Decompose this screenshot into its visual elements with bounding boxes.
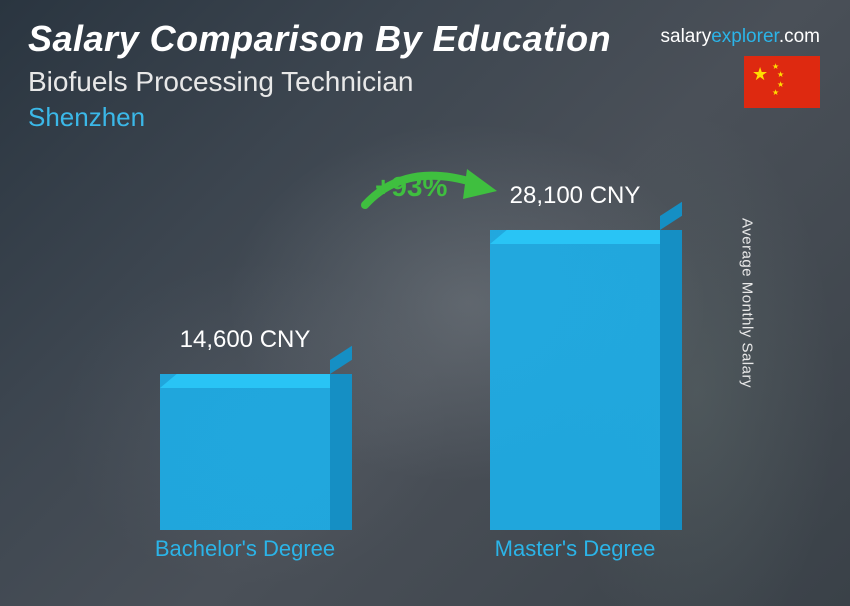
bar-top — [490, 230, 677, 244]
bar-side — [330, 374, 352, 530]
bar-value: 14,600 CNY — [115, 326, 375, 354]
bar: 14,600 CNY — [160, 374, 330, 530]
brand-logo: salaryexplorer.com — [661, 26, 820, 48]
bar-label: Master's Degree — [445, 536, 705, 562]
bar-wrapper: 14,600 CNYBachelor's Degree — [160, 374, 330, 530]
bar-label: Bachelor's Degree — [115, 536, 375, 562]
brand-part3: .com — [779, 26, 820, 47]
bar-side — [660, 230, 682, 530]
increase-percent: +93% — [375, 171, 447, 203]
bar-front — [490, 230, 660, 530]
china-flag-icon: ★ ★ ★ ★ ★ — [744, 56, 820, 108]
bar-top — [160, 374, 347, 388]
subtitle: Biofuels Processing Technician — [28, 66, 822, 98]
bar-wrapper: 28,100 CNYMaster's Degree — [490, 230, 660, 530]
location-label: Shenzhen — [28, 102, 822, 133]
bar-front — [160, 374, 330, 530]
infographic-container: Salary Comparison By Education Biofuels … — [0, 0, 850, 606]
brand-part2: explorer — [711, 26, 779, 47]
brand-part1: salary — [661, 26, 712, 47]
bar: 28,100 CNY — [490, 230, 660, 530]
